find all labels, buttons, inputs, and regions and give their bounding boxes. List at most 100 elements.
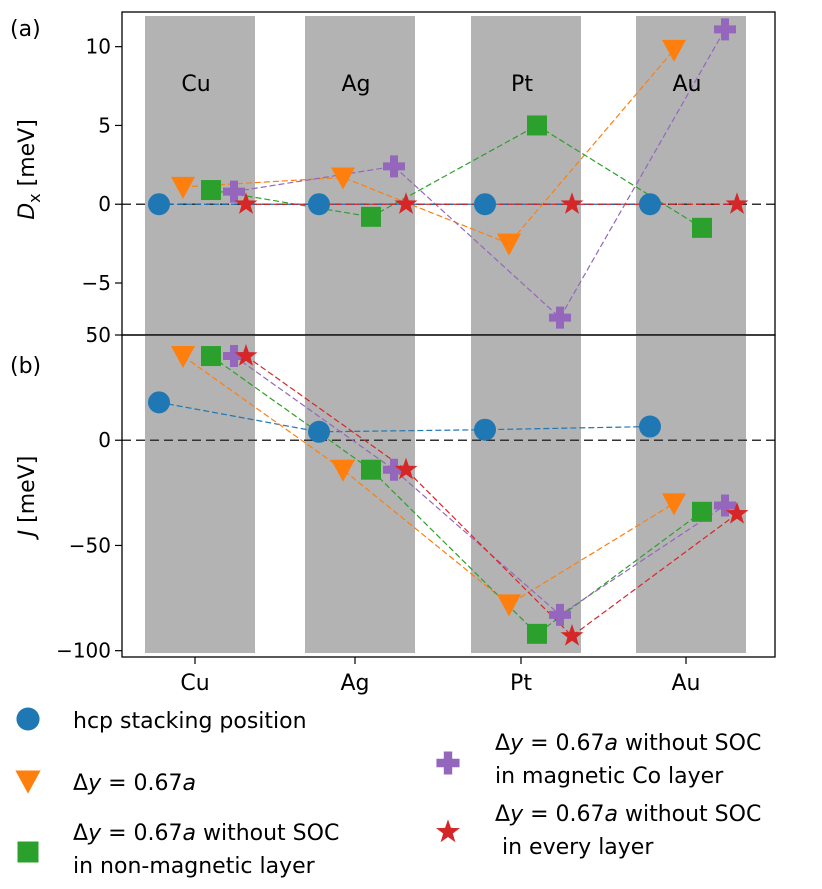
point-dy_all-ag xyxy=(394,192,418,214)
point-hcp-cu xyxy=(148,193,170,216)
point-hcp-cu xyxy=(148,391,170,414)
x-tick-label-cu: Cu xyxy=(180,671,209,696)
y-axis-label: Dx [meV] xyxy=(15,119,44,220)
category-band-cu xyxy=(145,335,255,653)
point-dy_all-cu xyxy=(234,192,258,214)
point-dy_mag-pt xyxy=(549,306,571,329)
panel-label-b: (b) xyxy=(10,354,41,379)
point-dy-pt xyxy=(497,233,521,256)
series-line-dy_all xyxy=(245,355,738,637)
legend-label-dy_all: Δy = 0.67a without SOC xyxy=(495,802,761,827)
point-hcp-pt xyxy=(474,418,496,441)
point-dy_mag-ag xyxy=(383,155,405,178)
y-axis-label: J [meV] xyxy=(15,456,40,541)
point-hcp-au xyxy=(639,193,661,216)
category-band-pt xyxy=(471,16,581,335)
category-label-cu: Cu xyxy=(181,72,210,97)
y-tick-label: 0 xyxy=(98,192,111,216)
point-dy-ag xyxy=(331,167,355,190)
point-dy_nonmag-cu xyxy=(201,180,221,201)
y-tick-label: −5 xyxy=(82,271,111,295)
category-label-pt: Pt xyxy=(511,72,533,97)
point-dy_nonmag-au xyxy=(692,217,712,238)
point-dy_mag-pt xyxy=(549,603,571,626)
y-tick-label: 0 xyxy=(98,428,111,452)
legend-label-hcp: hcp stacking position xyxy=(73,709,307,734)
legend-entry-dy: Δy = 0.67a xyxy=(15,770,196,796)
panel-a: 10 5 0 −5 Cu Ag Pt Au (a) Dx [meV] xyxy=(10,11,776,336)
legend-marker-dy_mag xyxy=(436,751,460,775)
y-tick-label: 5 xyxy=(98,113,111,137)
series-line-hcp xyxy=(158,401,651,433)
point-dy_all-pt xyxy=(560,192,584,214)
x-tick-label-ag: Ag xyxy=(340,671,369,696)
legend: hcp stacking position Δy = 0.67a Δy = 0.67… xyxy=(15,707,761,879)
panel-b: 50 0 −50 −100 Cu Ag Pt Au (b) J [meV] xyxy=(10,323,776,696)
point-dy-pt xyxy=(497,594,521,617)
x-tick-label-au: Au xyxy=(672,671,701,696)
point-dy_all-cu xyxy=(234,344,258,366)
category-band-pt xyxy=(471,335,581,653)
legend-entry-dy_mag: Δy = 0.67a without SOC in magnetic Co lay… xyxy=(436,731,761,789)
series-line-dy_nonmag xyxy=(210,124,703,229)
category-band-au xyxy=(636,335,746,653)
category-label-au: Au xyxy=(673,72,702,97)
series-line-dy xyxy=(182,355,675,606)
axes-frame xyxy=(121,334,776,658)
point-dy_all-pt xyxy=(560,623,584,646)
point-dy-cu xyxy=(171,346,195,369)
legend-label-line2-dy_mag: in magnetic Co layer xyxy=(495,764,724,789)
point-dy_all-au xyxy=(725,192,749,214)
legend-label-line2-dy_all: in every layer xyxy=(495,835,654,860)
panel-label-a: (a) xyxy=(10,17,41,42)
point-dy-ag xyxy=(331,459,355,482)
point-dy_nonmag-au xyxy=(692,501,712,522)
y-tick-label: 50 xyxy=(86,323,111,347)
legend-label-dy: Δy = 0.67a xyxy=(73,771,196,796)
legend-marker-dy_all xyxy=(436,819,460,843)
legend-entry-hcp: hcp stacking position xyxy=(16,707,307,734)
category-label-ag: Ag xyxy=(341,72,370,97)
legend-entry-dy_all: Δy = 0.67a without SOC in every layer xyxy=(436,802,761,860)
point-dy_all-ag xyxy=(394,457,418,480)
point-dy_mag-cu xyxy=(223,180,245,203)
point-dy-cu xyxy=(171,176,195,199)
point-dy_nonmag-ag xyxy=(361,459,381,480)
category-band-cu xyxy=(145,16,255,335)
point-hcp-pt xyxy=(474,193,496,216)
series-line-dy_mag xyxy=(233,29,726,319)
legend-label-line2-dy_nonmag: in non-magnetic layer xyxy=(73,854,316,879)
point-hcp-ag xyxy=(308,193,330,216)
category-band-ag xyxy=(305,16,415,335)
y-tick-label: −100 xyxy=(56,639,111,663)
point-dy_nonmag-pt xyxy=(527,115,547,136)
legend-label-dy_nonmag: Δy = 0.67a without SOC xyxy=(73,821,339,846)
legend-entry-dy_nonmag: Δy = 0.67a without SOC in non-magnetic la… xyxy=(17,821,339,879)
legend-marker-dy_nonmag xyxy=(17,841,39,863)
point-hcp-au xyxy=(639,415,661,438)
legend-marker-dy xyxy=(15,770,41,794)
point-dy_nonmag-cu xyxy=(201,346,221,367)
legend-label-dy_mag: Δy = 0.67a without SOC xyxy=(495,731,761,756)
y-tick-label: 10 xyxy=(86,35,111,59)
point-dy-au xyxy=(662,493,686,516)
point-dy_mag-au xyxy=(714,18,736,41)
point-dy_mag-au xyxy=(714,494,736,517)
series-line-dy xyxy=(182,49,675,245)
point-dy_mag-ag xyxy=(383,458,405,481)
point-hcp-ag xyxy=(308,420,330,443)
category-band-au xyxy=(636,16,746,335)
point-dy_all-au xyxy=(725,501,749,524)
legend-marker-hcp xyxy=(16,707,40,731)
point-dy_mag-cu xyxy=(223,345,245,368)
point-dy-au xyxy=(662,39,686,62)
series-line-dy_nonmag xyxy=(210,355,703,635)
category-band-ag xyxy=(305,335,415,653)
series-line-dy_mag xyxy=(233,355,726,616)
point-dy_nonmag-pt xyxy=(527,623,547,644)
y-tick-label: −50 xyxy=(69,533,111,557)
point-dy_nonmag-ag xyxy=(361,206,381,227)
x-tick-label-pt: Pt xyxy=(510,671,532,696)
